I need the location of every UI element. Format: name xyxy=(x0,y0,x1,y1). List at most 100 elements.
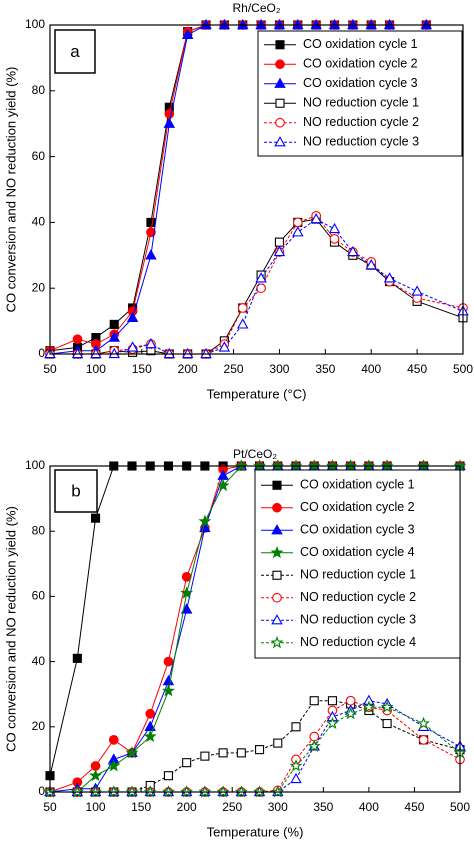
legend-label: NO reduction cycle 1 xyxy=(300,568,416,582)
y-tick-label: 20 xyxy=(32,719,46,733)
y-tick-label: 80 xyxy=(32,523,46,537)
legend-marker xyxy=(270,635,284,649)
marker xyxy=(91,513,101,523)
marker xyxy=(420,18,433,30)
panel-label-box xyxy=(54,29,96,74)
marker xyxy=(180,586,194,599)
legend-marker xyxy=(272,592,282,603)
marker xyxy=(163,117,176,128)
marker xyxy=(417,716,430,730)
legend-marker xyxy=(271,524,283,535)
x-tick-label: 400 xyxy=(359,800,379,814)
x-tick-label: 250 xyxy=(222,800,242,814)
legend-label: CO oxidation cycle 1 xyxy=(303,37,418,51)
marker xyxy=(292,226,304,237)
chart-title: Pt/CeO₂ xyxy=(233,447,277,461)
legend-box xyxy=(254,469,461,659)
x-tick-label: 200 xyxy=(178,362,198,376)
series-line xyxy=(50,700,461,793)
marker xyxy=(326,716,339,730)
marker xyxy=(181,28,194,40)
series-line xyxy=(50,706,461,793)
x-tick-label: 400 xyxy=(361,362,381,376)
marker xyxy=(145,708,156,719)
panel-label: a xyxy=(70,42,80,61)
legend-marker xyxy=(272,480,282,490)
marker xyxy=(126,341,139,352)
marker xyxy=(307,739,321,752)
y-axis-title: CO conversion and NO reduction yield (%) xyxy=(3,506,18,752)
marker xyxy=(292,217,303,228)
marker xyxy=(107,759,121,772)
marker xyxy=(290,772,302,784)
legend-marker xyxy=(275,40,285,50)
legend-marker xyxy=(270,545,284,559)
x-tick-label: 200 xyxy=(177,800,197,814)
marker xyxy=(218,748,228,758)
marker xyxy=(327,696,337,706)
marker xyxy=(218,18,231,30)
y-tick-label: 0 xyxy=(38,784,45,798)
y-tick-label: 80 xyxy=(32,83,46,97)
marker xyxy=(328,18,341,30)
marker xyxy=(274,237,284,247)
marker xyxy=(365,259,377,270)
marker xyxy=(108,347,120,359)
marker xyxy=(289,759,303,772)
y-tick-label: 100 xyxy=(25,17,45,31)
x-tick-label: 100 xyxy=(86,800,106,814)
legend-marker xyxy=(275,98,285,108)
x-tick-label: 150 xyxy=(131,800,151,814)
marker xyxy=(236,18,249,30)
marker xyxy=(162,675,175,686)
x-tick-label: 100 xyxy=(86,362,106,376)
marker xyxy=(362,700,376,713)
marker xyxy=(146,217,156,227)
x-tick-label: 450 xyxy=(407,362,427,376)
chart-title: Rh/CeO₂ xyxy=(232,1,280,15)
marker xyxy=(90,761,101,771)
marker xyxy=(162,684,175,697)
marker xyxy=(90,347,102,359)
marker xyxy=(236,318,249,329)
x-axis-title: Temperature (%) xyxy=(207,824,304,839)
marker xyxy=(200,751,210,761)
marker xyxy=(255,272,267,283)
legend-label: CO oxidation cycle 2 xyxy=(300,500,415,514)
marker xyxy=(181,347,194,359)
legend-label: NO reduction cycle 4 xyxy=(300,635,416,649)
x-tick-label: 50 xyxy=(43,362,57,376)
marker xyxy=(163,771,173,781)
legend-label: NO reduction cycle 3 xyxy=(303,135,419,149)
plot-frame xyxy=(49,24,464,355)
y-tick-label: 100 xyxy=(25,458,45,472)
legend-label: NO reduction cycle 2 xyxy=(303,115,419,129)
x-tick-label: 250 xyxy=(224,362,244,376)
marker xyxy=(125,746,139,759)
marker xyxy=(329,234,340,244)
marker xyxy=(255,18,267,30)
legend-marker xyxy=(272,502,282,513)
marker xyxy=(273,245,286,257)
marker xyxy=(418,734,429,745)
legend-box xyxy=(257,30,463,157)
legend-marker xyxy=(275,59,285,70)
marker xyxy=(273,738,283,748)
marker xyxy=(145,338,157,349)
legend-marker xyxy=(275,117,285,128)
marker xyxy=(216,478,230,492)
y-tick-label: 60 xyxy=(32,149,46,163)
marker xyxy=(347,245,359,257)
marker xyxy=(383,272,396,283)
legend-label: CO oxidation cycle 3 xyxy=(300,523,415,537)
marker xyxy=(126,311,139,322)
marker xyxy=(309,696,319,706)
y-axis-title: CO conversion and NO reduction yield (%) xyxy=(3,67,18,313)
legend-label: NO reduction cycle 1 xyxy=(303,96,419,110)
marker xyxy=(89,768,102,782)
x-tick-label: 450 xyxy=(404,800,424,814)
legend-label: CO oxidation cycle 4 xyxy=(300,545,415,559)
series-line xyxy=(50,218,464,355)
marker xyxy=(109,319,119,329)
